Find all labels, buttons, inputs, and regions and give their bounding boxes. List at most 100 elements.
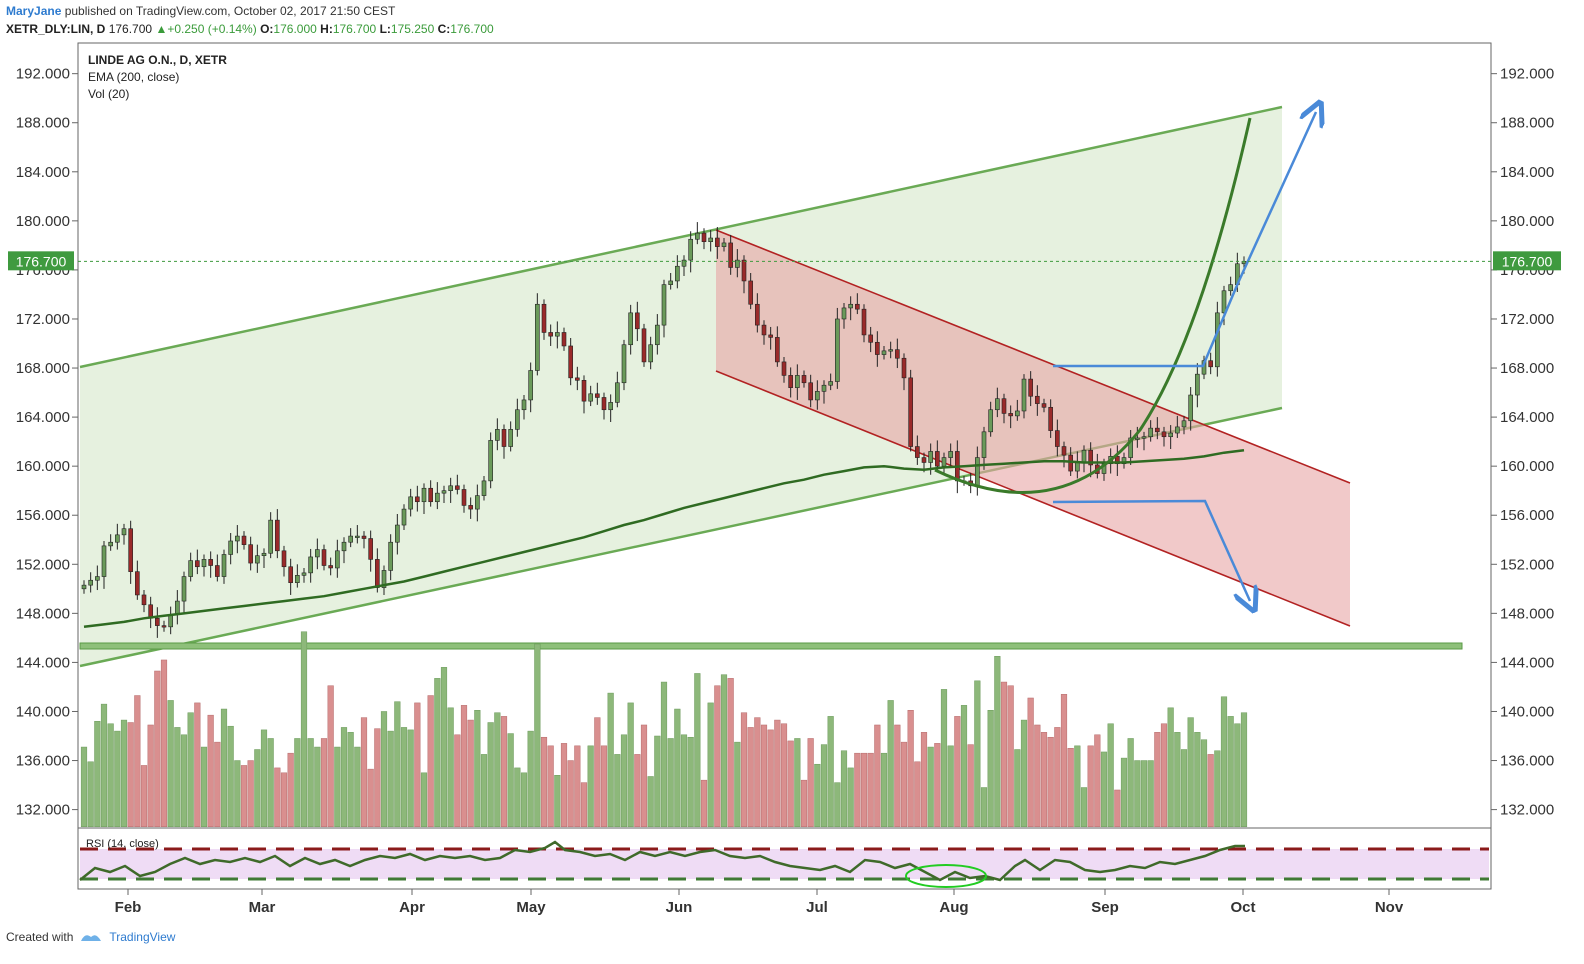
- candle-body: [801, 375, 807, 384]
- volume-bar: [847, 767, 854, 828]
- candle-body: [1035, 395, 1040, 404]
- volume-bar: [400, 727, 408, 828]
- volume-bar: [1034, 724, 1041, 828]
- candle-body: [575, 377, 580, 381]
- y-tick-label-right: 160.000: [1500, 458, 1554, 475]
- x-tick-label: Mar: [249, 899, 276, 916]
- volume-bar: [307, 738, 314, 828]
- tradingview-brand-link[interactable]: TradingView: [109, 930, 176, 944]
- volume-bar: [1014, 749, 1021, 828]
- candle-body: [235, 535, 240, 542]
- volume-bar: [414, 702, 421, 828]
- candle-body: [95, 576, 100, 581]
- up-triangle-icon: ▲: [155, 22, 168, 36]
- volume-bar: [514, 767, 521, 828]
- volume-bar: [694, 673, 701, 828]
- x-tick-label: Aug: [939, 899, 968, 916]
- candle-body: [635, 312, 640, 330]
- candle-body: [541, 303, 547, 333]
- volume-bar: [654, 735, 661, 828]
- candle-body: [208, 559, 213, 566]
- candle-body: [328, 565, 333, 569]
- candle-body: [648, 344, 653, 363]
- y-tick-label-left: 144.000: [16, 654, 70, 671]
- volume-bar: [1234, 723, 1241, 828]
- candle-body: [115, 534, 120, 543]
- x-tick-label: Jun: [666, 899, 693, 916]
- volume-bar: [114, 730, 121, 828]
- volume-bar: [160, 659, 168, 828]
- candle-body: [1028, 378, 1033, 397]
- candle-body: [848, 303, 853, 309]
- y-tick-label-left: 156.000: [16, 507, 70, 524]
- volume-bar: [147, 724, 154, 828]
- volume-bar: [347, 732, 354, 828]
- candle-body: [408, 496, 413, 510]
- volume-bar: [554, 775, 561, 828]
- volume-bar: [194, 702, 201, 828]
- rounded-bottom-curve: [934, 117, 1252, 494]
- ascending-channel-fill: [80, 107, 1282, 666]
- volume-bar: [714, 685, 721, 828]
- author-name[interactable]: MaryJane: [6, 4, 62, 18]
- volume-bar: [374, 728, 381, 828]
- last-price-badge-left: [8, 251, 74, 271]
- candle-body: [201, 559, 207, 568]
- candle-body: [1128, 437, 1133, 458]
- volume-bar: [1127, 738, 1134, 828]
- candle-body: [315, 549, 320, 558]
- symbol-label: XETR_DLY:LIN, D: [6, 22, 106, 36]
- x-tick-label: Feb: [115, 899, 142, 916]
- high-label: H:: [320, 22, 333, 36]
- candle-body: [495, 429, 500, 441]
- candle-body: [1175, 426, 1180, 434]
- candle-body: [515, 409, 520, 430]
- candle-body: [228, 540, 233, 555]
- volume-bar: [580, 782, 588, 828]
- candle-body: [928, 451, 933, 463]
- candle-body: [1001, 398, 1007, 414]
- candle-body: [395, 524, 400, 543]
- candle-body: [775, 337, 780, 363]
- candle-body: [348, 535, 353, 543]
- candle-body: [788, 375, 793, 388]
- volume-bar: [187, 712, 194, 828]
- volume-bar: [454, 734, 461, 828]
- volume-bar: [494, 712, 501, 828]
- volume-bar: [274, 767, 281, 828]
- candle-body: [128, 528, 133, 572]
- y-tick-label-left: 148.000: [16, 605, 70, 622]
- created-with-text: Created with: [6, 930, 74, 944]
- candle-body: [815, 391, 820, 401]
- candle-body: [1208, 360, 1213, 368]
- volume-bar: [254, 749, 261, 828]
- candle-body: [441, 490, 447, 494]
- volume-bar: [780, 723, 788, 828]
- candle-body: [108, 541, 113, 547]
- candle-body: [121, 528, 127, 536]
- volume-bar: [520, 772, 528, 828]
- volume-bar: [840, 750, 848, 828]
- candle-body: [561, 332, 567, 347]
- candle-body: [608, 402, 613, 411]
- candle-body: [881, 350, 887, 355]
- volume-bar: [1147, 760, 1154, 828]
- volume-bar: [867, 752, 874, 828]
- candle-body: [828, 381, 833, 386]
- volume-bar: [1220, 696, 1228, 828]
- volume-bar: [434, 678, 441, 828]
- volume-bar: [700, 779, 708, 828]
- candle-body: [1155, 427, 1160, 433]
- volume-bar: [747, 727, 754, 828]
- volume-bar: [800, 779, 808, 828]
- volume-bar: [1007, 685, 1014, 828]
- candle-body: [501, 429, 507, 447]
- candle-body: [155, 617, 160, 626]
- candle-body: [301, 572, 307, 576]
- candle-body: [275, 519, 280, 552]
- publisher-line: MaryJane published on TradingView.com, O…: [6, 4, 395, 18]
- volume-bars: [80, 631, 1248, 828]
- volume-bar: [280, 772, 288, 828]
- candle-body: [781, 361, 787, 376]
